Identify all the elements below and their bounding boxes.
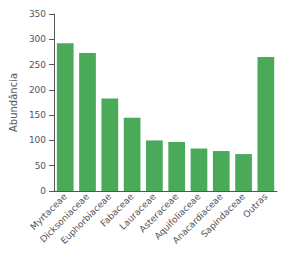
svg-text:Abundância: Abundância xyxy=(8,73,19,132)
svg-text:250: 250 xyxy=(29,60,46,70)
svg-text:Outras: Outras xyxy=(241,191,270,220)
svg-text:100: 100 xyxy=(29,135,46,145)
svg-text:200: 200 xyxy=(29,85,46,95)
svg-text:50: 50 xyxy=(35,161,47,171)
svg-text:Anacardiaceae: Anacardiaceae xyxy=(170,191,225,246)
svg-text:Fabaceae: Fabaceae xyxy=(98,191,136,229)
svg-text:Myrtaceae: Myrtaceae xyxy=(28,191,69,232)
svg-text:300: 300 xyxy=(29,34,46,44)
svg-text:150: 150 xyxy=(29,110,46,120)
svg-text:0: 0 xyxy=(40,186,46,196)
svg-text:Asteraceae: Asteraceae xyxy=(137,191,181,235)
svg-text:Dicksoniaceae: Dicksoniaceae xyxy=(38,191,92,245)
svg-text:Lauraceae: Lauraceae xyxy=(117,191,158,232)
svg-text:Sapindaceae: Sapindaceae xyxy=(199,191,247,239)
svg-text:350: 350 xyxy=(29,9,46,19)
svg-text:Aquifoliaceae: Aquifoliaceae xyxy=(152,191,203,242)
svg-text:Euphorbiaceae: Euphorbiaceae xyxy=(58,191,114,246)
